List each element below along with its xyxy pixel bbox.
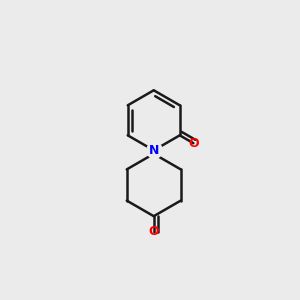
Text: O: O [188,137,199,150]
Text: N: N [148,144,159,157]
Text: N: N [148,144,159,157]
Text: O: O [148,225,159,239]
